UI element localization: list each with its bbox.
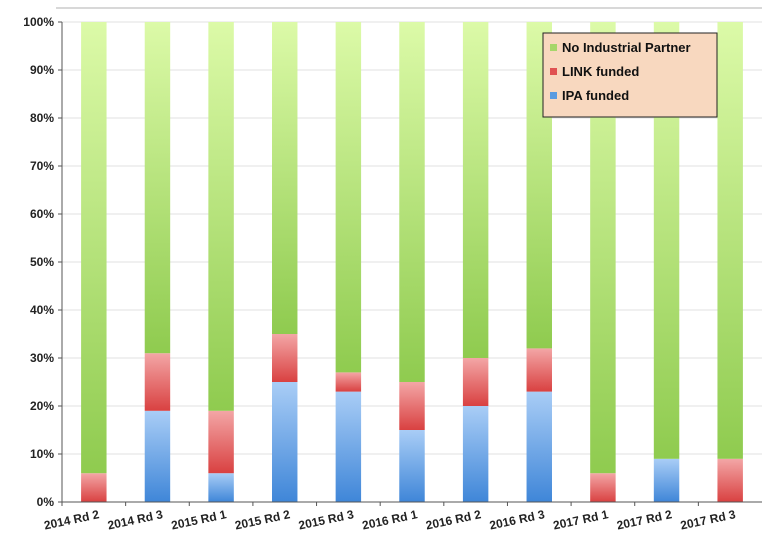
bar-no-industrial-partner [81, 22, 107, 474]
bar-link-funded [81, 473, 107, 502]
x-tick-label: 2016 Rd 2 [425, 507, 483, 532]
bar-link-funded [717, 458, 743, 502]
y-tick-label: 50% [30, 255, 54, 269]
bar-link-funded [335, 372, 362, 392]
legend-label-no-industrial-partner: No Industrial Partner [562, 40, 691, 55]
x-tick-label: 2017 Rd 3 [679, 507, 737, 532]
x-tick-label: 2017 Rd 2 [615, 507, 673, 532]
bar-no-industrial-partner [208, 22, 234, 411]
y-tick-label: 80% [30, 111, 54, 125]
bar-ipa-funded [399, 430, 425, 502]
x-tick-label: 2014 Rd 2 [43, 507, 101, 532]
bar-no-industrial-partner [399, 22, 425, 382]
y-tick-label: 90% [30, 63, 54, 77]
x-tick-label: 2015 Rd 2 [234, 507, 292, 532]
y-tick-label: 60% [30, 207, 54, 221]
bar-no-industrial-partner [272, 22, 298, 334]
bar-no-industrial-partner [335, 22, 362, 373]
y-tick-label: 30% [30, 351, 54, 365]
bar-ipa-funded [335, 391, 362, 502]
bar-link-funded [399, 382, 425, 430]
y-tick-label: 20% [30, 399, 54, 413]
bar-ipa-funded [272, 382, 298, 502]
legend-box [542, 32, 718, 118]
bar-link-funded [208, 410, 234, 474]
legend-label-link-funded: LINK funded [562, 64, 639, 79]
bar-link-funded [462, 358, 489, 406]
bar-ipa-funded [144, 410, 171, 502]
legend-swatch-no-industrial-partner [550, 44, 557, 51]
bar-no-industrial-partner [462, 22, 489, 358]
y-tick-label: 40% [30, 303, 54, 317]
bar-link-funded [590, 473, 616, 502]
legend: No Industrial Partner LINK funded IPA fund… [542, 32, 718, 118]
y-tick-label: 70% [30, 159, 54, 173]
bar-no-industrial-partner [144, 22, 171, 354]
y-tick-label: 0% [37, 495, 55, 509]
x-tick-label: 2017 Rd 1 [552, 507, 610, 532]
x-tick-label: 2016 Rd 3 [488, 507, 546, 532]
bar-ipa-funded [653, 458, 680, 502]
bar-link-funded [144, 353, 171, 411]
y-tick-label: 10% [30, 447, 54, 461]
bar-ipa-funded [462, 406, 489, 502]
y-tick-label: 100% [23, 15, 54, 29]
legend-swatch-link-funded [550, 68, 557, 75]
x-tick-label: 2014 Rd 3 [106, 507, 164, 532]
x-tick-label: 2016 Rd 1 [361, 507, 419, 532]
bar-ipa-funded [526, 391, 552, 502]
bar-no-industrial-partner [717, 22, 743, 459]
legend-swatch-ipa-funded [550, 92, 557, 99]
bar-ipa-funded [208, 473, 234, 502]
bar-link-funded [526, 348, 552, 392]
x-tick-label: 2015 Rd 1 [170, 507, 228, 532]
legend-label-ipa-funded: IPA funded [562, 88, 629, 103]
bars [81, 22, 743, 502]
x-tick-label: 2015 Rd 3 [297, 507, 355, 532]
bar-link-funded [272, 334, 298, 382]
